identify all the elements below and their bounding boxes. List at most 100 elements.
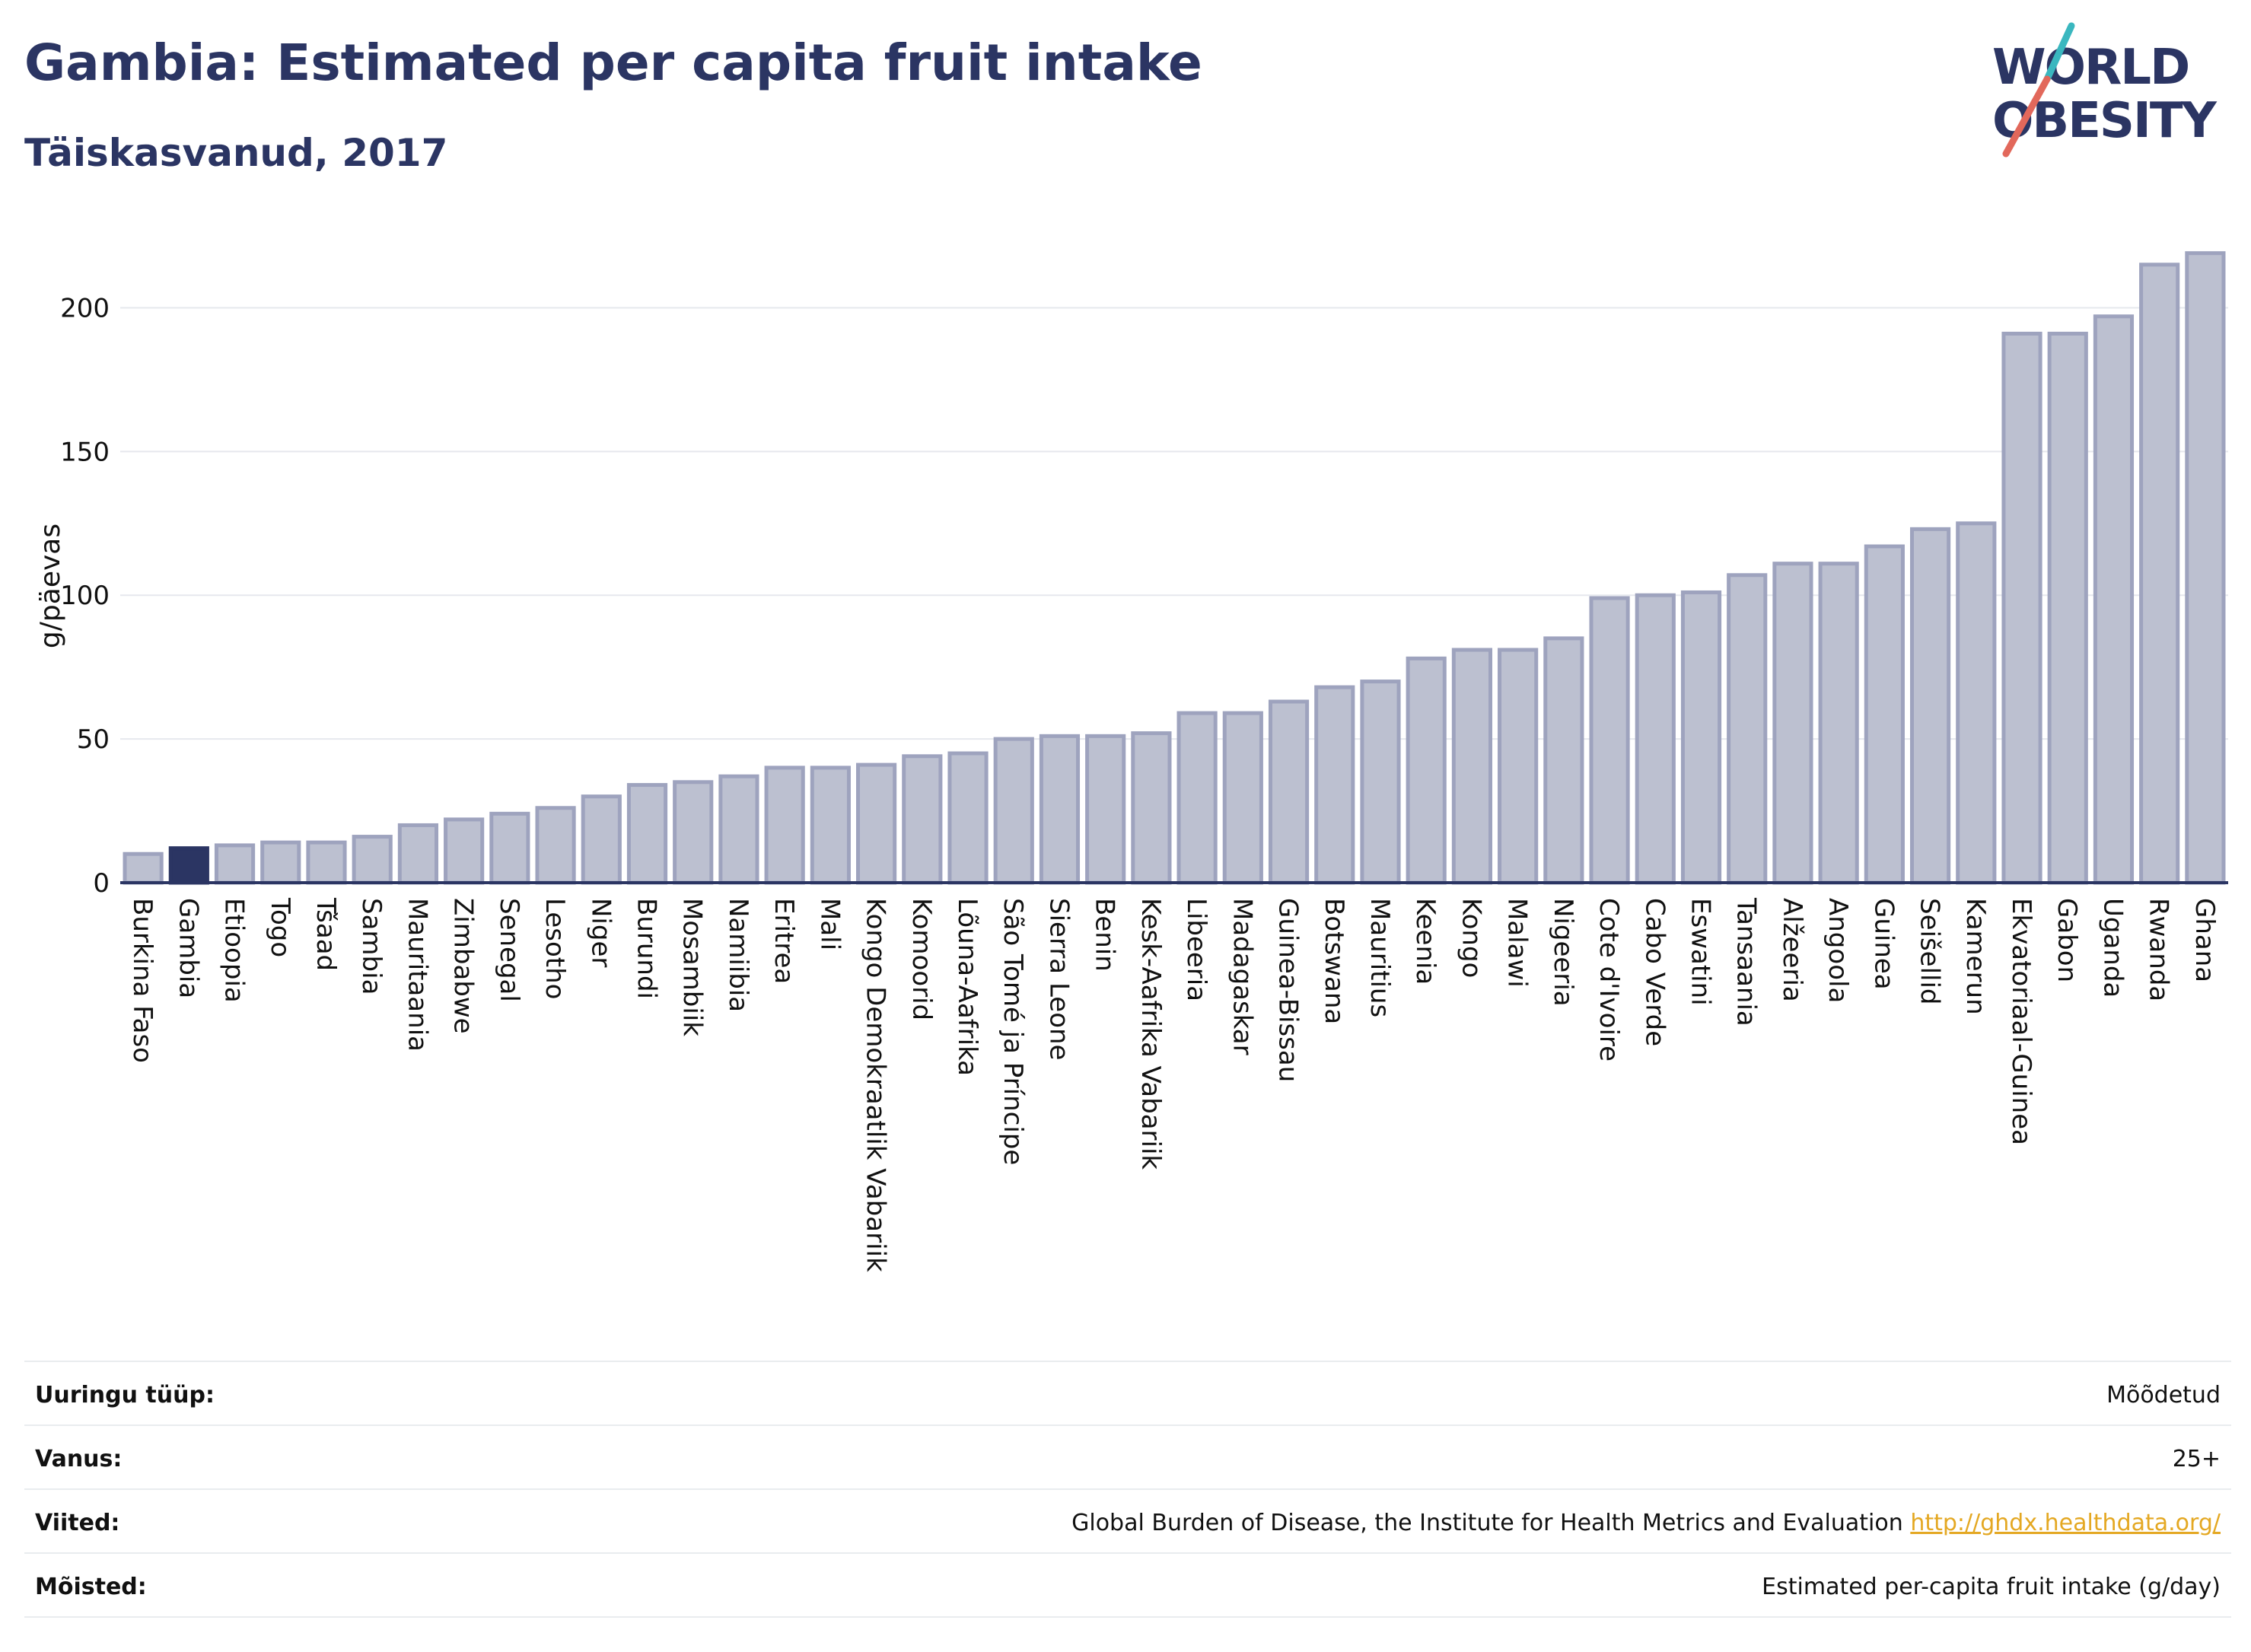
x-tick-label: Tšaad	[310, 897, 341, 971]
y-axis-label: g/päevas	[35, 524, 66, 648]
x-tick-label: Kamerun	[1960, 898, 1991, 1015]
x-tick-label: Alžeeria	[1777, 898, 1807, 1002]
info-label: Mõisted:	[35, 1574, 147, 1600]
y-tick-label: 100	[60, 581, 110, 611]
bar-cabo-verde	[1635, 593, 1676, 885]
info-label: Viited:	[35, 1510, 120, 1536]
x-tick-label: Ekvatoriaal-Guinea	[2006, 898, 2036, 1145]
x-tick-label: Mauritius	[1364, 898, 1395, 1017]
bar-mauritius	[1360, 680, 1401, 885]
info-label: Vanus:	[35, 1446, 123, 1472]
x-tick-label: Madagaskar	[1227, 898, 1257, 1055]
x-tick-label: Seišellid	[1915, 898, 1945, 1005]
bar-cote-d-ivoire	[1589, 596, 1630, 885]
bar-rwanda	[2139, 263, 2180, 885]
x-tick-label: Botswana	[1319, 898, 1349, 1024]
bar-libeeria	[1176, 711, 1218, 885]
info-row-survey-type: Uuringu tüüp: Mõõdetud	[24, 1361, 2231, 1424]
x-tick-label: Mosambiik	[677, 898, 708, 1036]
info-row-references: Viited: Global Burden of Disease, the In…	[24, 1488, 2231, 1552]
x-axis-labels: Burkina Faso Gambia Etioopia Togo Tšaad Sambi…	[127, 897, 2220, 1272]
x-tick-label: Lesotho	[540, 898, 570, 999]
info-row-age: Vanus: 25+	[24, 1424, 2231, 1488]
bar-tansaania	[1727, 573, 1768, 885]
x-tick-label: Komoorid	[906, 898, 937, 1020]
world-obesity-logo: WORLD OBESITY	[1992, 22, 2218, 158]
bar-ekvatoriaal-guinea	[2001, 331, 2042, 885]
x-tick-label: Benin	[1090, 898, 1120, 972]
bar-angoola	[1818, 562, 1859, 885]
x-tick-label: Gabon	[2052, 898, 2082, 982]
y-tick-label: 0	[93, 868, 110, 899]
bar-eswatini	[1680, 590, 1722, 885]
x-tick-label: Sierra Leone	[1043, 898, 1074, 1060]
bar-uganda	[2093, 314, 2135, 885]
x-tick-label: Mali	[814, 898, 845, 950]
svg-text:OBESITY: OBESITY	[1992, 93, 2217, 149]
chart-subtitle: Täiskasvanud, 2017	[24, 131, 448, 175]
bar-l-una-aafrika	[947, 751, 989, 885]
bar-chart: 0 50 100 150 200 Burkina Faso Gambia Etioopia T…	[35, 251, 2228, 1272]
bar-kamerun	[1956, 521, 1997, 885]
x-tick-label: Senegal	[494, 898, 524, 1002]
x-tick-label: Kongo Demokraatlik Vabariik	[861, 898, 891, 1272]
bar-kongo-demokraatlik-vabariik	[856, 762, 897, 885]
bar-gabon	[2047, 331, 2088, 885]
bar-kongo	[1451, 648, 1492, 885]
x-tick-label: Libeeria	[1181, 898, 1211, 1001]
y-tick-label: 150	[60, 437, 110, 467]
bar-burkina-faso	[123, 851, 164, 885]
bar-etioopia	[214, 843, 256, 885]
bar-s-o-tom-ja-pr-ncipe	[993, 737, 1034, 885]
info-row-definitions: Mõisted: Estimated per-capita fruit inta…	[24, 1552, 2231, 1618]
y-axis-ticks: 0 50 100 150 200	[60, 293, 110, 899]
x-tick-label: Uganda	[2097, 898, 2128, 998]
info-table: Uuringu tüüp: Mõõdetud Vanus: 25+ Viited…	[24, 1361, 2231, 1618]
info-value: Global Burden of Disease, the Institute …	[1071, 1510, 2221, 1536]
x-tick-label: Eswatini	[1686, 898, 1716, 1006]
bar-komoorid	[902, 754, 943, 885]
x-tick-label: Gambia	[173, 898, 203, 998]
x-tick-label: Niger	[585, 898, 616, 967]
bar-sambia	[352, 835, 393, 885]
bar-mali	[810, 766, 851, 885]
bar-gambia	[168, 846, 209, 885]
bar-mauritaania	[397, 823, 439, 885]
bar-keenia	[1406, 656, 1447, 885]
bar-namiibia	[718, 774, 759, 885]
x-tick-label: Sambia	[356, 898, 387, 995]
bar-lesotho	[535, 806, 576, 885]
x-tick-label: Nigeeria	[1548, 898, 1578, 1007]
x-tick-label: Keenia	[1410, 898, 1441, 985]
reference-link[interactable]: http://ghdx.healthdata.org/	[1910, 1510, 2221, 1536]
bar-guinea	[1864, 544, 1905, 885]
bar-malawi	[1498, 648, 1539, 885]
x-tick-label: Zimbabwe	[448, 898, 479, 1034]
reference-text: Global Burden of Disease, the Institute …	[1071, 1510, 1903, 1536]
bar-ghana	[2185, 251, 2226, 885]
bar-togo	[260, 840, 301, 885]
info-value: 25+	[2172, 1446, 2221, 1472]
x-tick-label: Etioopia	[219, 898, 250, 1003]
x-tick-label: Angoola	[1823, 898, 1853, 1003]
x-tick-label: Guinea	[1868, 898, 1899, 990]
x-tick-label: Guinea-Bissau	[1273, 898, 1304, 1082]
x-tick-label: Cote d'Ivoire	[1594, 898, 1624, 1062]
bar-botswana	[1314, 685, 1355, 885]
x-tick-label: Burundi	[632, 898, 662, 999]
y-tick-label: 200	[60, 293, 110, 323]
x-tick-label: Burkina Faso	[127, 898, 158, 1063]
bar-guinea-bissau	[1268, 699, 1310, 885]
info-value: Estimated per-capita fruit intake (g/day…	[1762, 1574, 2221, 1600]
x-tick-label: Malawi	[1502, 898, 1533, 988]
chart-title: Gambia: Estimated per capita fruit intak…	[24, 33, 1202, 92]
svg-text:WORLD: WORLD	[1992, 40, 2189, 96]
bar-kesk-aafrika-vabariik	[1131, 731, 1172, 885]
bars	[123, 251, 2226, 885]
bar-sierra-leone	[1039, 734, 1081, 885]
x-tick-label: Cabo Verde	[1639, 898, 1670, 1046]
x-tick-label: Eritrea	[769, 898, 799, 984]
x-tick-label: Ghana	[2189, 898, 2220, 982]
x-tick-label: Kesk-Aafrika Vabariik	[1135, 898, 1166, 1170]
bar-zimbabwe	[444, 817, 485, 885]
